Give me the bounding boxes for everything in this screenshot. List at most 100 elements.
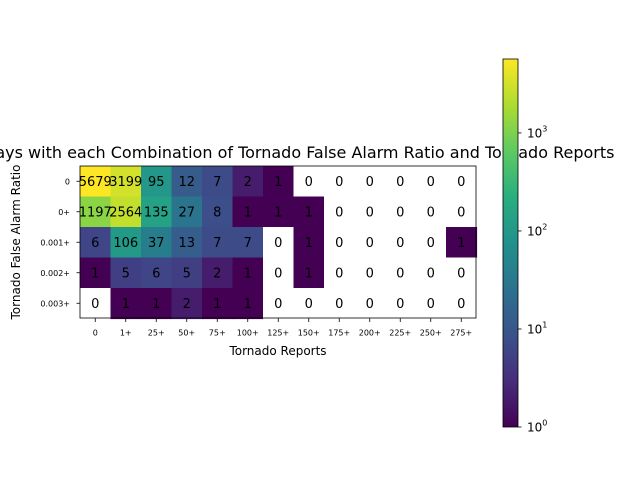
cell-value-label: 0 [305,297,313,312]
heatmap-cell [324,227,356,259]
cell-value-label: 2 [244,175,252,190]
x-tick-label: 225+ [389,329,411,338]
cell-value-label: 0 [366,175,374,190]
cell-value-label: 2 [183,297,191,312]
heatmap-cell [446,227,478,259]
cell-value-label: 0 [274,266,282,281]
colorbar-ticks: 100 101 102 103 [518,124,547,435]
x-tick-label: 75+ [209,329,226,338]
cell-value-label: 27 [178,205,195,220]
cell-value-label: 0 [335,297,343,312]
heatmap-cell [354,257,386,289]
cell-value-label: 5 [183,266,191,281]
cell-value-label: 1 [305,266,313,281]
x-tick-label: 1+ [120,329,132,338]
x-tick-label: 25+ [148,329,165,338]
heatmap-cell [385,166,417,198]
heatmap-cell [202,227,234,259]
cell-value-label: 1 [244,297,252,312]
heatmap-cell [354,288,386,320]
cell-value-label: 0 [335,205,343,220]
heatmap-cell [446,196,478,228]
cell-value-label: 0 [427,236,435,251]
cell-value-label: 0 [396,297,404,312]
cell-value-label: 7 [213,175,221,190]
cell-value-label: 0 [335,236,343,251]
heatmap-cell [354,166,386,198]
heatmap-cell [80,196,112,228]
y-tick-label: 0.002+ [40,269,70,278]
cell-value-label: 7 [244,236,252,251]
heatmap-cell [385,227,417,259]
heatmap-cell [202,196,234,228]
heatmap-cell [141,288,173,320]
heatmap-cell [415,166,447,198]
heatmap-cell [324,166,356,198]
heatmap-cell [171,257,203,289]
x-tick-label: 100+ [237,329,259,338]
cell-value-label: 95 [148,175,165,190]
cell-value-label: 0 [427,175,435,190]
cell-value-label: 0 [396,205,404,220]
heatmap-cell [263,166,295,198]
cell-value-label: 0 [457,175,465,190]
cell-value-label: 6 [152,266,160,281]
heatmap-cell [202,166,234,198]
heatmap-cell [202,257,234,289]
cell-value-label: 1 [91,266,99,281]
cell-value-label: 6 [91,236,99,251]
heatmap-cell [141,166,173,198]
y-tick-label: 0.001+ [40,238,70,247]
cell-value-label: 0 [457,297,465,312]
cell-value-label: 1 [305,236,313,251]
y-axis-ticks: 0 0+ 0.001+ 0.002+ 0.003+ [40,177,80,308]
heatmap-cell [446,166,478,198]
cell-value-label: 1 [152,297,160,312]
cell-value-label: 1197 [79,205,112,220]
heatmap-cell [171,166,203,198]
heatmap-cell [415,288,447,320]
x-tick-label: 250+ [420,329,442,338]
cell-value-label: 8 [213,205,221,220]
colorbar [502,58,519,428]
cell-value-label: 0 [366,297,374,312]
x-tick-label: 50+ [178,329,195,338]
x-tick-label: 175+ [328,329,350,338]
heatmap-cell [232,288,264,320]
x-axis-ticks: 0 1+ 25+ 50+ 75+ 100+ 125+ 150+ 175+ 200+ 225+ 250+… [93,318,472,338]
cell-value-label: 0 [366,205,374,220]
heatmap-cell [415,227,447,259]
cell-value-label: 0 [305,175,313,190]
heatmap-cell [141,227,173,259]
cell-value-label: 5679 [79,175,112,190]
heatmap-cell [293,288,325,320]
heatmap-cell [263,288,295,320]
cell-value-label: 0 [366,266,374,281]
heatmap-cell [293,227,325,259]
cell-value-label: 7 [213,236,221,251]
cell-value-label: 0 [427,205,435,220]
colorbar-tick-label: 101 [527,320,547,336]
y-tick-label: 0+ [58,208,70,217]
heatmap-cell [141,257,173,289]
cell-value-label: 1 [457,236,465,251]
y-tick-label: 0.003+ [40,299,70,308]
heatmap-cell [171,288,203,320]
cell-value-label: 0 [396,266,404,281]
heatmap-cell [385,257,417,289]
heatmap-cell [446,288,478,320]
colorbar-tick-label: 103 [527,124,547,140]
heatmap-cell [446,257,478,289]
cell-value-label: 0 [457,205,465,220]
heatmap-cell [324,257,356,289]
cell-value-label: 2564 [109,205,142,220]
heatmap-cell [354,227,386,259]
cell-value-label: 0 [274,236,282,251]
heatmap-cell [232,196,264,228]
cell-value-label: 0 [427,297,435,312]
heatmap-cell [80,257,112,289]
x-tick-label: 125+ [267,329,289,338]
chart-title: Total Days with each Combination of Torn… [0,143,614,162]
cell-value-label: 1 [122,297,130,312]
